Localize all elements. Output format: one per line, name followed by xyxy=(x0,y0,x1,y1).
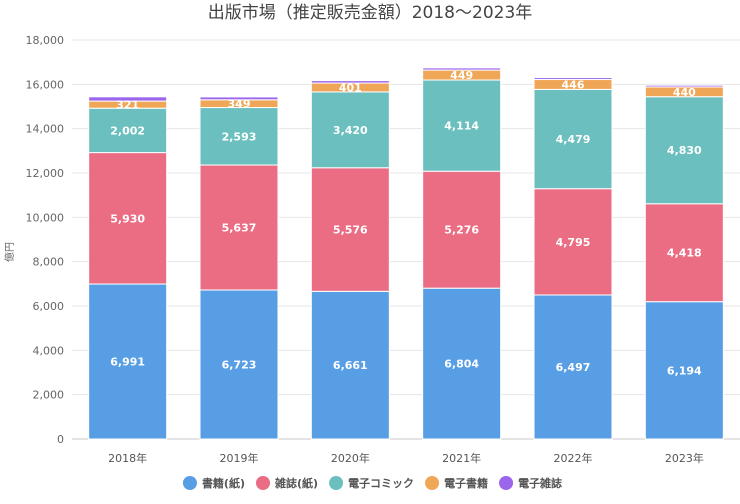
bar-segment[interactable] xyxy=(310,91,390,169)
y-tick-label: 6,000 xyxy=(33,300,65,313)
bar-segment[interactable] xyxy=(88,96,168,102)
y-tick-label: 14,000 xyxy=(26,123,65,136)
legend: 書籍(紙) 雑誌(紙) 電子コミック 電子書籍 電子雑誌 xyxy=(182,476,562,490)
data-label: 5,637 xyxy=(222,221,257,234)
data-label: 321 xyxy=(116,99,139,112)
x-axis-ticks: 2018年 2019年 2020年 2021年 2022年 2023年 xyxy=(108,451,704,465)
bar-segment[interactable] xyxy=(310,167,390,292)
y-axis-ticks: 0 2,000 4,000 6,000 8,000 10,000 12,000 14,000 1… xyxy=(26,34,65,446)
x-tick-label: 2020年 xyxy=(331,451,370,465)
data-label: 349 xyxy=(228,98,251,111)
bar-segment[interactable] xyxy=(422,79,502,172)
legend-marker xyxy=(256,476,270,490)
bar-segment[interactable] xyxy=(199,164,279,291)
legend-label: 書籍(紙) xyxy=(202,476,245,490)
x-tick-label: 2019年 xyxy=(220,451,259,465)
bar-segment[interactable] xyxy=(644,301,724,440)
data-label: 4,795 xyxy=(556,236,591,249)
data-label: 5,276 xyxy=(444,224,479,237)
y-axis-label: 億円 xyxy=(3,242,16,262)
legend-label: 電子雑誌 xyxy=(518,476,562,490)
bar-segment[interactable] xyxy=(310,290,390,440)
x-tick-label: 2022年 xyxy=(554,451,593,465)
legend-marker xyxy=(182,476,197,490)
data-label: 4,830 xyxy=(667,144,702,157)
legend-item[interactable]: 電子書籍 xyxy=(425,476,488,490)
bar-segment[interactable] xyxy=(422,287,502,440)
y-tick-label: 12,000 xyxy=(26,167,65,180)
bar-segment[interactable] xyxy=(199,96,279,101)
legend-item[interactable]: 書籍(紙) xyxy=(182,476,245,490)
legend-label: 電子書籍 xyxy=(444,476,488,490)
data-label: 2,002 xyxy=(110,124,145,137)
data-label: 6,723 xyxy=(222,358,257,371)
bars xyxy=(88,67,724,440)
bar-segment[interactable] xyxy=(310,80,390,84)
data-label: 6,661 xyxy=(333,359,368,372)
data-label: 4,114 xyxy=(444,120,479,133)
y-tick-label: 16,000 xyxy=(26,78,65,91)
data-label: 6,194 xyxy=(667,364,702,377)
y-tick-label: 2,000 xyxy=(33,389,65,402)
data-label: 6,991 xyxy=(110,356,145,369)
bar-segment[interactable] xyxy=(88,152,168,285)
data-label: 4,479 xyxy=(556,133,591,146)
legend-item[interactable]: 電子雑誌 xyxy=(499,476,562,490)
legend-marker xyxy=(329,476,344,490)
x-tick-label: 2021年 xyxy=(442,451,481,465)
y-tick-label: 8,000 xyxy=(33,256,65,269)
bar-segment[interactable] xyxy=(199,289,279,440)
data-label: 6,804 xyxy=(444,358,479,371)
legend-marker xyxy=(425,476,440,490)
bar-segment[interactable] xyxy=(644,96,724,205)
data-label: 6,497 xyxy=(556,361,591,374)
gridlines xyxy=(72,39,740,440)
data-label: 4,418 xyxy=(667,247,702,260)
legend-label: 電子コミック xyxy=(348,477,414,490)
data-label: 3,420 xyxy=(333,124,368,137)
y-tick-label: 4,000 xyxy=(33,344,65,357)
chart-title: 出版市場（推定販売金額）2018～2023年 xyxy=(208,3,533,23)
bar-segment[interactable] xyxy=(533,294,613,440)
bar-segment[interactable] xyxy=(533,77,613,81)
y-tick-label: 18,000 xyxy=(26,34,65,47)
bar-segment[interactable] xyxy=(422,67,502,71)
legend-item[interactable]: 雑誌(紙) xyxy=(256,476,318,490)
bar-segment[interactable] xyxy=(422,170,502,289)
data-label: 401 xyxy=(339,81,362,94)
y-tick-label: 0 xyxy=(57,433,64,446)
bar-segment[interactable] xyxy=(644,84,724,88)
data-label: 5,576 xyxy=(333,224,368,237)
data-label: 2,593 xyxy=(222,130,257,143)
legend-label: 雑誌(紙) xyxy=(274,476,318,490)
data-label: 446 xyxy=(562,78,585,91)
legend-item[interactable]: 電子コミック xyxy=(329,476,414,490)
x-tick-label: 2023年 xyxy=(665,451,704,465)
legend-marker xyxy=(499,476,514,490)
data-label: 449 xyxy=(450,69,473,82)
data-labels: 6,991 5,930 2,002 321 6,723 5,637 2,593 349 6,66… xyxy=(110,69,702,377)
bar-segment[interactable] xyxy=(533,88,613,190)
data-label: 5,930 xyxy=(110,212,145,225)
data-label: 440 xyxy=(673,86,696,99)
bar-segment[interactable] xyxy=(644,203,724,303)
x-tick-label: 2018年 xyxy=(108,451,147,465)
bar-segment[interactable] xyxy=(88,107,168,154)
y-tick-label: 10,000 xyxy=(26,211,65,224)
